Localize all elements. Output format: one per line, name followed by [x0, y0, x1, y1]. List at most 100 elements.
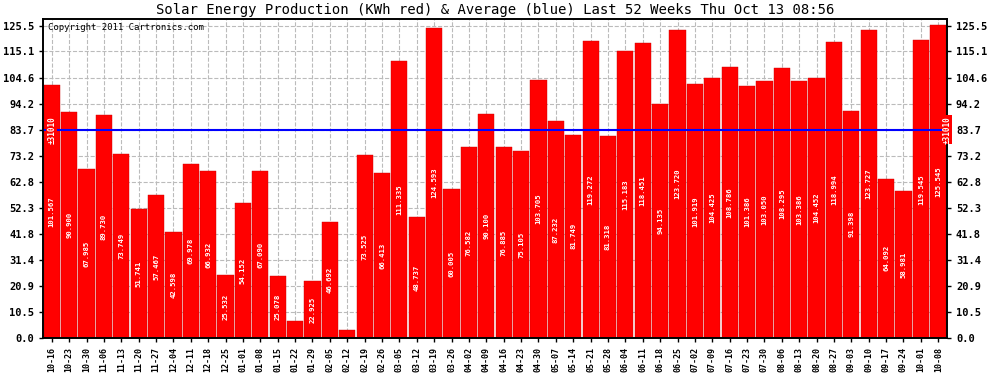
Bar — [878, 178, 894, 338]
Text: 60.005: 60.005 — [448, 251, 454, 277]
Text: 54.152: 54.152 — [240, 258, 246, 284]
Text: 42.598: 42.598 — [170, 272, 176, 298]
Text: 119.545: 119.545 — [918, 174, 924, 205]
Bar — [478, 114, 494, 338]
Bar — [547, 121, 564, 338]
Text: 66.413: 66.413 — [379, 242, 385, 268]
Text: 104.452: 104.452 — [814, 193, 820, 224]
Bar — [513, 151, 530, 338]
Text: 94.135: 94.135 — [657, 208, 663, 234]
Bar — [652, 104, 668, 338]
Text: 91.398: 91.398 — [848, 211, 854, 237]
Text: 73.749: 73.749 — [118, 233, 125, 260]
Bar — [704, 78, 721, 338]
Bar — [426, 28, 443, 338]
Text: 119.272: 119.272 — [588, 174, 594, 205]
Text: 64.092: 64.092 — [883, 245, 889, 272]
Text: 66.932: 66.932 — [205, 242, 211, 268]
Text: 108.295: 108.295 — [779, 188, 785, 219]
Bar — [218, 274, 234, 338]
Bar — [635, 43, 650, 338]
Bar — [895, 191, 912, 338]
Text: 101.919: 101.919 — [692, 196, 698, 226]
Text: 104.425: 104.425 — [709, 193, 716, 224]
Bar — [913, 40, 929, 338]
Text: 101.386: 101.386 — [744, 196, 750, 227]
Bar — [304, 281, 321, 338]
Text: 115.183: 115.183 — [623, 179, 629, 210]
Text: 103.386: 103.386 — [796, 194, 802, 225]
Text: 69.978: 69.978 — [188, 238, 194, 264]
Text: 76.885: 76.885 — [501, 229, 507, 255]
Text: 81.318: 81.318 — [605, 224, 611, 250]
Text: 125.545: 125.545 — [936, 166, 941, 197]
Text: 90.100: 90.100 — [483, 213, 489, 239]
Bar — [931, 26, 946, 338]
Text: 118.451: 118.451 — [640, 176, 645, 206]
Bar — [200, 171, 216, 338]
Text: ±31010: ±31010 — [942, 116, 951, 144]
Text: 123.727: 123.727 — [865, 169, 872, 200]
Bar — [444, 189, 459, 338]
Bar — [860, 30, 877, 338]
Text: 75.105: 75.105 — [518, 231, 524, 258]
Text: 124.593: 124.593 — [432, 168, 438, 198]
Bar — [496, 147, 512, 338]
Bar — [618, 51, 634, 338]
Text: 101.567: 101.567 — [49, 196, 54, 227]
Bar — [252, 171, 268, 338]
Bar — [269, 276, 286, 338]
Bar — [113, 154, 130, 338]
Text: 89.730: 89.730 — [101, 213, 107, 240]
Bar — [687, 84, 703, 338]
Bar — [183, 164, 199, 338]
Bar — [826, 42, 842, 338]
Text: 108.786: 108.786 — [727, 188, 733, 218]
Text: 76.582: 76.582 — [466, 230, 472, 256]
Text: 87.232: 87.232 — [552, 216, 558, 243]
Bar — [391, 61, 408, 338]
Text: 25.078: 25.078 — [274, 294, 281, 320]
Text: ±31010: ±31010 — [48, 116, 56, 144]
Text: 103.705: 103.705 — [536, 194, 542, 224]
Bar — [287, 321, 303, 338]
Bar — [409, 217, 425, 338]
Text: 123.720: 123.720 — [674, 169, 680, 200]
Text: 57.467: 57.467 — [153, 254, 159, 280]
Text: 73.525: 73.525 — [361, 234, 367, 260]
Bar — [96, 115, 112, 338]
Bar — [61, 112, 77, 338]
Text: 67.985: 67.985 — [83, 240, 89, 267]
Bar — [739, 86, 755, 338]
Bar — [148, 195, 164, 338]
Bar — [843, 111, 859, 338]
Bar — [756, 81, 772, 338]
Bar — [774, 68, 790, 338]
Bar — [44, 85, 59, 338]
Text: 22.925: 22.925 — [310, 297, 316, 323]
Bar — [460, 147, 477, 338]
Text: 103.050: 103.050 — [761, 195, 767, 225]
Bar — [582, 41, 599, 338]
Bar — [722, 67, 738, 338]
Bar — [531, 80, 546, 338]
Bar — [791, 81, 807, 338]
Text: 51.741: 51.741 — [136, 261, 142, 287]
Bar — [322, 222, 338, 338]
Bar — [565, 135, 581, 338]
Bar — [600, 136, 616, 338]
Text: 111.335: 111.335 — [396, 184, 402, 215]
Text: 81.749: 81.749 — [570, 223, 576, 249]
Bar — [131, 209, 147, 338]
Text: 25.532: 25.532 — [223, 293, 229, 320]
Text: 118.994: 118.994 — [831, 175, 837, 205]
Text: 46.692: 46.692 — [327, 267, 333, 293]
Text: 48.737: 48.737 — [414, 264, 420, 291]
Bar — [374, 173, 390, 338]
Bar — [669, 30, 686, 338]
Bar — [809, 78, 825, 338]
Text: 90.900: 90.900 — [66, 212, 72, 238]
Text: 58.981: 58.981 — [901, 252, 907, 278]
Bar — [165, 232, 181, 338]
Text: 67.090: 67.090 — [257, 242, 263, 268]
